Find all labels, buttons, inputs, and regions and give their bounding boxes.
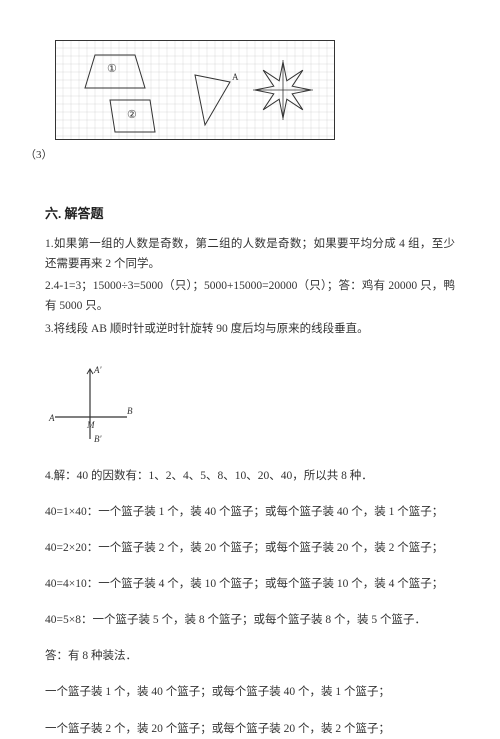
grid-figure: ① ② A [55,40,455,145]
answer-4-intro: 4.解：40 的因数有：1、2、4、5、8、10、20、40，所以共 8 种． [45,466,455,486]
rotation-svg: A M B A' B' [45,357,135,447]
answer-4-line2: 40=2×20：一个篮子装 2 个，装 20 个篮子；或每个篮子装 20 个，装… [45,538,455,558]
svg-text:A: A [48,413,55,423]
svg-text:A': A' [93,365,102,375]
figure-caption-3: （3） [25,146,53,162]
svg-text:②: ② [127,109,137,121]
answer-4-line4: 40=5×8：一个篮子装 5 个，装 8 个篮子；或每个篮子装 8 个，装 5 … [45,610,455,630]
answer-4-line3: 40=4×10：一个篮子装 4 个，装 10 个篮子；或每个篮子装 10 个，装… [45,574,455,594]
svg-text:A: A [232,72,239,82]
answer-2: 2.4-1=3；15000÷3=5000（只）；5000+15000=20000… [45,276,455,316]
answer-4-summary: 答：有 8 种装法． [45,646,455,666]
svg-text:B: B [127,406,133,416]
grid-svg: ① ② A [55,40,335,140]
answer-3: 3.将线段 AB 顺时针或逆时针旋转 90 度后均与原来的线段垂直。 [45,319,455,339]
answer-4-extra2: 一个篮子装 2 个，装 20 个篮子；或每个篮子装 20 个，装 2 个篮子； [45,719,455,739]
rotation-figure: A M B A' B' [45,357,455,452]
svg-text:B': B' [94,434,102,444]
answer-4-line1: 40=1×40：一个篮子装 1 个，装 40 个篮子；或每个篮子装 40 个，装… [45,502,455,522]
answer-4-extra1: 一个篮子装 1 个，装 40 个篮子；或每个篮子装 40 个，装 1 个篮子； [45,682,455,702]
svg-text:M: M [86,420,95,430]
answer-1: 1.如果第一组的人数是奇数，第二组的人数是奇数；如果要平均分成 4 组，至少还需… [45,234,455,274]
section-title: 六. 解答题 [45,203,455,222]
svg-text:①: ① [107,63,117,75]
